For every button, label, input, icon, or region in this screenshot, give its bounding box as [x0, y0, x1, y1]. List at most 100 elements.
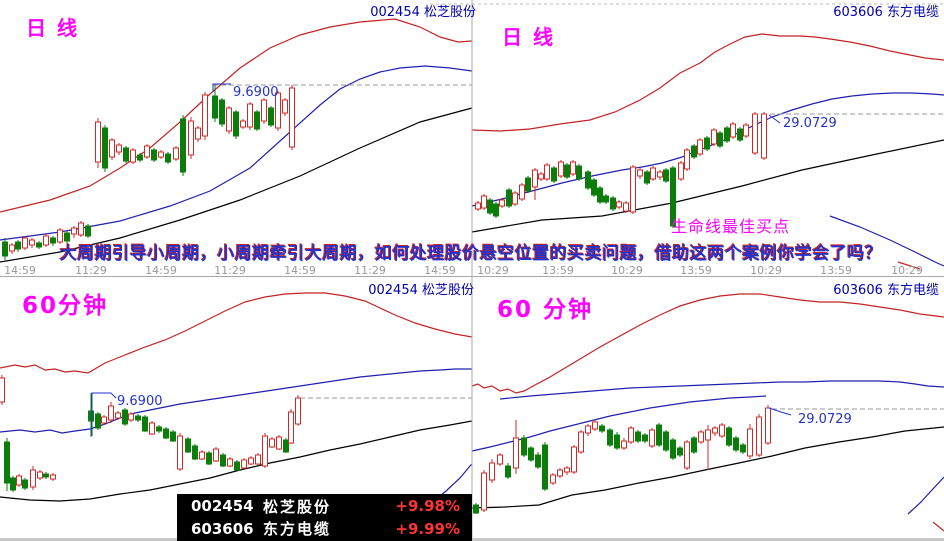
candle-body — [15, 241, 21, 250]
candle-body — [123, 147, 129, 162]
upper-band — [0, 18, 473, 213]
candle-body — [513, 437, 519, 469]
candle-body — [269, 438, 275, 448]
candle-body — [481, 472, 487, 511]
candle-body — [173, 147, 179, 160]
time-axis-label: 10:29 — [477, 264, 509, 277]
candle-body — [37, 471, 43, 479]
candle-body — [616, 201, 622, 208]
candle-body — [16, 475, 22, 486]
candle-body — [592, 421, 598, 430]
candle-body — [4, 441, 10, 484]
candle-body — [192, 445, 198, 460]
candle-body — [670, 439, 676, 459]
candle-body — [610, 197, 616, 210]
panel2-period-label: 日 线 — [502, 25, 555, 49]
quote-box: 002454 松芝股份 +9.98% 603606 东方电缆 +9.99% — [177, 494, 472, 541]
candle-body — [234, 461, 240, 471]
quote-stock-code: 603606 — [191, 519, 254, 538]
candle-body — [743, 124, 749, 137]
candle-body — [711, 129, 717, 145]
candle-body — [585, 171, 591, 189]
candle-body — [603, 195, 609, 203]
quote-stock-name: 东方电缆 — [263, 520, 332, 539]
candle-body — [185, 438, 191, 453]
mid-band — [471, 395, 767, 452]
candle-body — [199, 451, 205, 460]
candle-body — [142, 416, 148, 432]
candle-body — [684, 441, 690, 469]
candle-body — [607, 429, 613, 446]
candle-body — [704, 137, 710, 150]
candle-body — [637, 169, 643, 177]
candle-body — [282, 99, 288, 114]
candle-body — [22, 237, 28, 249]
candle-body — [137, 154, 143, 161]
candle-body — [268, 107, 274, 126]
candle-body — [705, 429, 711, 441]
candle-body — [493, 203, 499, 217]
candle-body — [241, 459, 247, 469]
time-axis-label: 10:29 — [891, 264, 923, 277]
candle-body — [724, 127, 730, 142]
candle-body — [535, 454, 541, 468]
candle-body — [43, 473, 49, 478]
candle-body — [122, 409, 128, 425]
candle-body — [663, 431, 669, 451]
candle-body — [733, 437, 739, 451]
candle-body — [473, 504, 479, 514]
candle-body — [521, 437, 527, 456]
candle-body — [227, 458, 233, 467]
candle-body — [585, 425, 591, 434]
candle-body — [670, 167, 676, 227]
candle-body — [628, 427, 634, 443]
time-axis-label: 10:29 — [611, 264, 643, 277]
candle-body — [642, 434, 648, 442]
time-axis-label: 14:59 — [284, 264, 316, 277]
candle-body — [697, 139, 703, 155]
candle-body — [557, 469, 563, 477]
candle-body — [740, 444, 746, 453]
candle-body — [88, 410, 94, 422]
candle-body — [163, 428, 169, 439]
candle-body — [156, 426, 162, 432]
candle-body — [36, 242, 42, 248]
candle-body — [188, 120, 194, 156]
panel4-period-label: 60 分钟 — [497, 297, 594, 323]
candle-body — [212, 95, 218, 119]
candle-body — [712, 427, 718, 434]
panel1-period-label: 日 线 — [26, 16, 79, 40]
time-axis-label: 14:59 — [4, 264, 36, 277]
time-axis-label: 10:29 — [750, 264, 782, 277]
candle-body — [50, 237, 56, 244]
candle-body — [630, 166, 636, 213]
candle-body — [195, 127, 201, 140]
candle-body — [248, 457, 254, 465]
candle-body — [719, 424, 725, 437]
candle-body — [206, 452, 212, 465]
candle-body — [165, 153, 171, 163]
mid-band — [0, 65, 473, 241]
candle-body — [644, 171, 650, 184]
candle-body — [649, 429, 655, 447]
time-axis-label: 13:59 — [542, 264, 574, 277]
candle-body — [576, 165, 582, 180]
mid-band — [0, 368, 472, 434]
quote-row[interactable]: 603606 东方电缆 +9.99% — [177, 518, 472, 539]
candle-body — [657, 171, 663, 178]
quote-row[interactable]: 002454 松芝股份 +9.98% — [177, 496, 472, 517]
panel3-title: 002454 松芝股份 — [368, 283, 474, 298]
candle-body — [726, 427, 732, 446]
candle-body — [544, 164, 550, 180]
annotation-pointer — [768, 407, 792, 416]
time-axis-label: 13:59 — [680, 264, 712, 277]
time-axis-label: 11:29 — [75, 264, 107, 277]
candle-body — [109, 139, 115, 158]
candle-body — [135, 415, 141, 421]
candle-body — [691, 145, 697, 158]
candle-body — [295, 397, 301, 425]
candle-body — [64, 232, 70, 242]
upper-band — [471, 33, 944, 132]
lower-band-3 — [897, 261, 921, 270]
